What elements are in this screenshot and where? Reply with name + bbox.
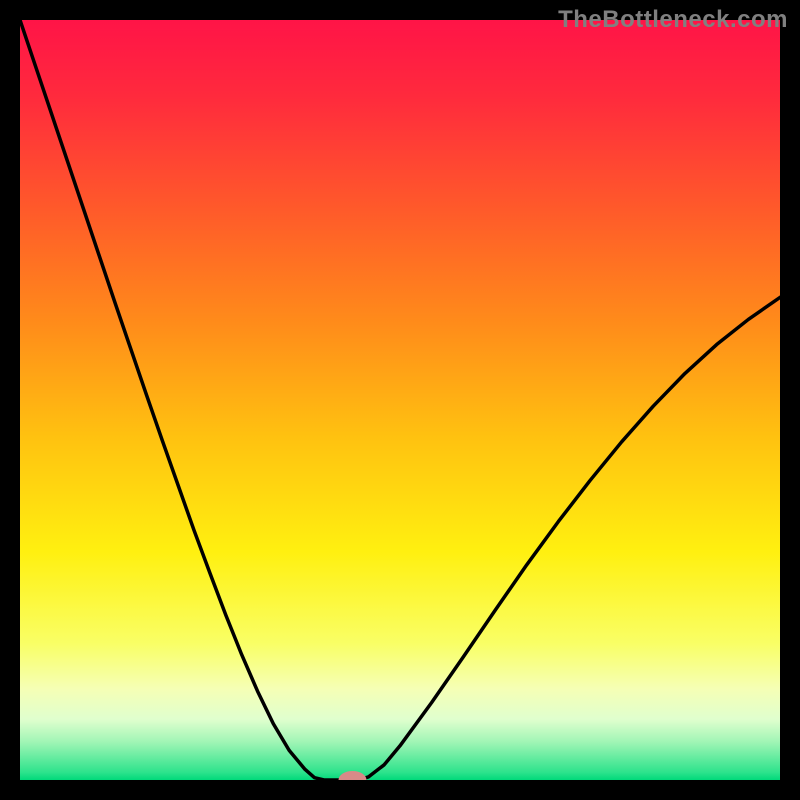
chart-outer-frame: TheBottleneck.com [0,0,800,800]
watermark-text: TheBottleneck.com [558,6,788,34]
bottleneck-curve-chart [0,0,800,800]
gradient-background [20,20,780,780]
